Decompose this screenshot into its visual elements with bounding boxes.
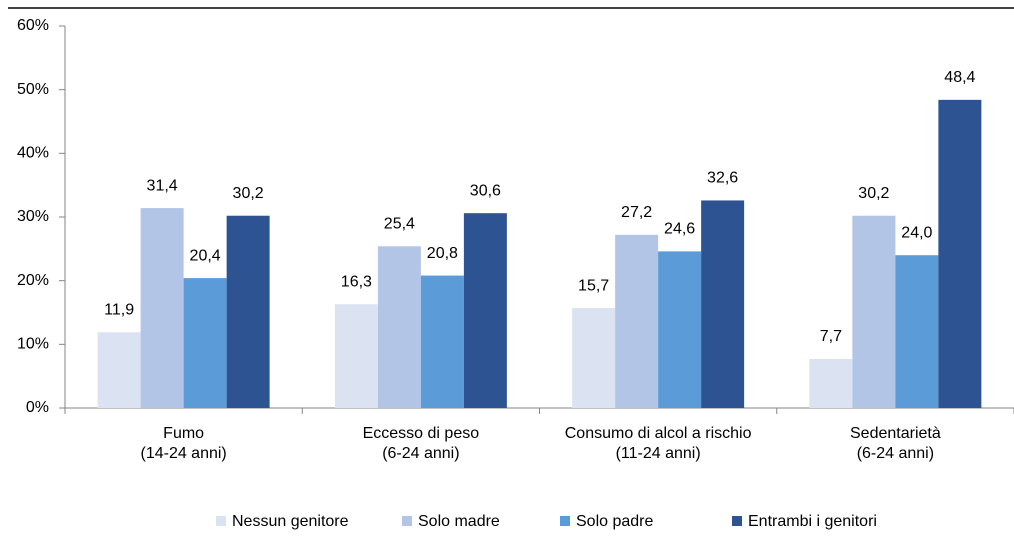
data-label: 11,9 <box>104 301 134 318</box>
bar <box>895 255 939 408</box>
bar <box>226 215 270 408</box>
data-label: 16,3 <box>341 273 372 290</box>
data-label: 32,6 <box>707 170 738 187</box>
x-tick-label: Consumo di alcol a rischio (11-24 anni) <box>564 425 752 462</box>
bar <box>377 246 421 408</box>
bar <box>420 275 464 408</box>
legend-swatch <box>560 516 570 526</box>
legend-swatch <box>402 516 412 526</box>
data-label: 48,4 <box>944 69 975 86</box>
y-tick-label: 0% <box>26 399 49 416</box>
data-label: 20,4 <box>190 247 221 264</box>
data-label: 25,4 <box>384 216 415 233</box>
x-tick-label: Eccesso di peso (6-24 anni) <box>362 425 480 462</box>
y-tick-label: 40% <box>17 145 49 162</box>
data-label: 30,6 <box>470 182 501 199</box>
bar <box>701 200 745 408</box>
data-label: 15,7 <box>578 277 609 294</box>
legend-swatch <box>732 516 742 526</box>
bar <box>809 358 853 408</box>
legend-label: Entrambi i genitori <box>748 513 877 530</box>
data-label: 27,2 <box>621 204 652 221</box>
bar <box>852 215 896 408</box>
legend-label: Solo madre <box>418 513 500 530</box>
legend-label: Solo padre <box>576 513 653 530</box>
legend-label: Nessun genitore <box>232 513 349 530</box>
x-tick-label: Sedentarietà (6-24 anni) <box>850 425 941 462</box>
bar <box>615 234 659 408</box>
y-tick-label: 10% <box>17 336 49 353</box>
y-tick-label: 20% <box>17 272 49 289</box>
data-label: 24,6 <box>664 221 695 238</box>
data-label: 30,2 <box>858 185 889 202</box>
x-tick-label: Fumo (14-24 anni) <box>140 425 227 462</box>
bar <box>97 332 141 408</box>
bar <box>140 208 184 408</box>
y-tick-label: 30% <box>17 208 49 225</box>
legend-swatch <box>216 516 226 526</box>
bar <box>658 251 702 408</box>
data-label: 7,7 <box>820 328 842 345</box>
bar <box>183 278 227 408</box>
bar <box>334 304 378 408</box>
data-label: 30,2 <box>233 185 264 202</box>
y-tick-label: 50% <box>17 81 49 98</box>
data-label: 31,4 <box>147 177 178 194</box>
bar <box>572 308 616 408</box>
bar <box>938 99 982 408</box>
bar <box>463 213 507 408</box>
y-tick-label: 60% <box>17 17 49 34</box>
data-label: 20,8 <box>427 245 458 262</box>
data-label: 24,0 <box>901 224 932 241</box>
